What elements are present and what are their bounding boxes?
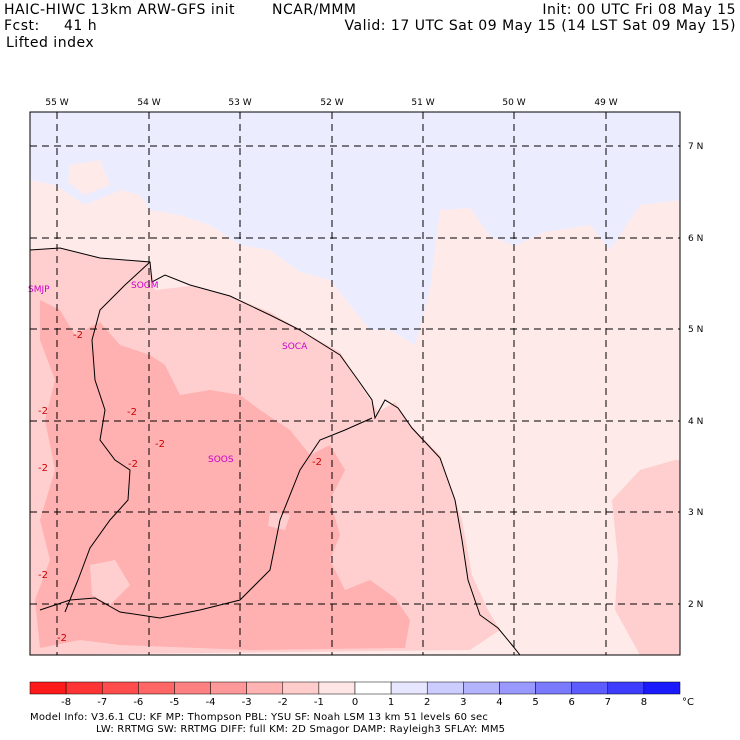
lon-label: 53 W (228, 98, 251, 108)
lon-label: 49 W (594, 98, 617, 108)
lat-label: 3 N (688, 508, 703, 518)
colorbar-swatch (65, 681, 103, 695)
colorbar-tick-label: -8 (61, 697, 71, 708)
coastline (29, 247, 521, 656)
colorbar-swatch (426, 681, 464, 695)
colorbar-swatch (390, 681, 428, 695)
colorbar-swatch (463, 681, 500, 695)
model-info-line1: Model Info: V3.6.1 CU: KF MP: Thompson P… (30, 712, 489, 723)
colorbar-tick-label: 0 (352, 697, 358, 708)
colorbar: -8 -7 -6 -5 -4 -3 -2 -1 0 1 2 3 4 5 6 7 8 °C (29, 681, 694, 708)
lat-label: 5 N (688, 325, 703, 335)
colorbar-swatch (210, 681, 247, 695)
model-title: HAIC-HIWC 13km ARW-GFS init (4, 2, 236, 18)
model-info-line2: LW: RRTMG SW: RRTMG DIFF: full KM: 2D Sm… (96, 724, 506, 735)
colorbar-tick-label: 7 (605, 697, 611, 708)
colorbar-tick-label: -5 (169, 697, 179, 708)
colorbar-swatch (607, 681, 645, 695)
contour-label: -2 (38, 406, 48, 417)
colorbar-tick-label: 4 (496, 697, 502, 708)
lat-label: 7 N (688, 142, 703, 152)
colorbar-tick-label: 2 (424, 697, 430, 708)
colorbar-tick-label: -7 (97, 697, 107, 708)
positive-li-patch (30, 112, 125, 170)
colorbar-swatch (318, 681, 356, 695)
colorbar-tick-label: 1 (388, 697, 394, 708)
init-time: Init: 00 UTC Fri 08 May 15 (542, 2, 736, 18)
lat-lon-grid (30, 112, 680, 655)
colorbar-swatch (282, 681, 320, 695)
contour-label: -2 (38, 570, 48, 581)
colorbar-tick-label: -2 (278, 697, 288, 708)
colorbar-tick-label: 8 (641, 697, 647, 708)
contour-label: -2 (312, 457, 322, 468)
colorbar-swatch (354, 681, 392, 695)
lat-label: 4 N (688, 417, 703, 427)
country-borders (39, 261, 373, 619)
colorbar-swatch (643, 681, 681, 695)
forecast-hour: 41 h (64, 18, 98, 34)
lat-label: 2 N (688, 600, 703, 610)
colorbar-swatch (571, 681, 609, 695)
colorbar-swatch (246, 681, 284, 695)
lon-label: 50 W (502, 98, 525, 108)
colorbar-swatch (29, 681, 67, 695)
colorbar-unit: °C (682, 697, 694, 708)
field-name: Lifted index (6, 35, 95, 51)
colorbar-tick-label: 6 (568, 697, 574, 708)
colorbar-tick-label: -4 (206, 697, 216, 708)
colorbar-tick-label: -3 (242, 697, 252, 708)
colorbar-swatch (101, 681, 139, 695)
contour-label: -2 (38, 463, 48, 474)
lon-label: 54 W (137, 98, 160, 108)
organization: NCAR/MMM (272, 2, 357, 18)
colorbar-swatch (138, 681, 175, 695)
contour-label: -2 (57, 633, 67, 644)
lon-label: 51 W (411, 98, 434, 108)
colorbar-swatch (499, 681, 536, 695)
valid-time: Valid: 17 UTC Sat 09 May 15 (14 LST Sat … (344, 18, 736, 34)
contour-label: -2 (128, 459, 138, 470)
minus1-li-hole (268, 512, 290, 530)
colorbar-swatch (535, 681, 572, 695)
minus1-li-hole (90, 560, 130, 605)
station-label: SMJP (28, 285, 50, 295)
minus2-li-region (35, 300, 410, 650)
forecast-label: Fcst: (4, 18, 40, 34)
station-label: SOOS (208, 455, 234, 465)
positive-li-region (30, 112, 680, 345)
contour-label: -2 (73, 330, 83, 341)
station-label: SOGM (131, 281, 159, 291)
lat-label: 6 N (688, 234, 703, 244)
contour-label: -2 (155, 439, 165, 450)
lon-label: 55 W (45, 98, 68, 108)
colorbar-tick-label: -6 (133, 697, 143, 708)
lon-label: 52 W (320, 98, 343, 108)
colorbar-tick-label: 3 (460, 697, 466, 708)
station-label: SOCA (282, 342, 308, 352)
colorbar-swatch (174, 681, 211, 695)
minus1-li-patch (612, 460, 680, 655)
colorbar-tick-label: 5 (532, 697, 538, 708)
contour-label: -2 (127, 407, 137, 418)
map-frame (29, 111, 681, 656)
colorbar-tick-label: -1 (314, 697, 324, 708)
positive-li-patch (68, 160, 110, 195)
